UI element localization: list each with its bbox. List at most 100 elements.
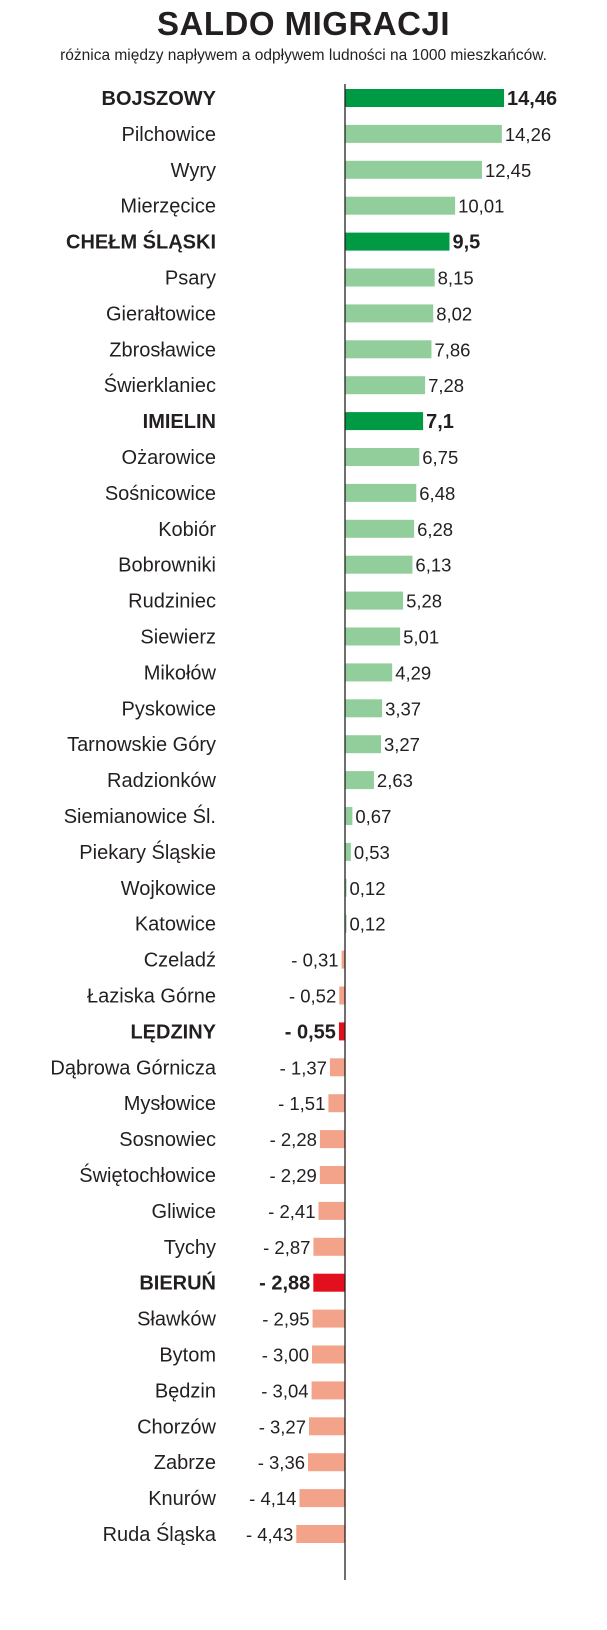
value-label: 6,28 <box>417 519 453 540</box>
category-label: Ruda Śląska <box>103 1522 217 1546</box>
bar-row-25 <box>339 986 345 1005</box>
value-label: - 3,00 <box>262 1345 309 1366</box>
value-label: 0,67 <box>355 806 391 827</box>
category-label: Bobrowniki <box>118 555 216 577</box>
value-label: 3,27 <box>384 734 420 755</box>
value-label: - 0,52 <box>289 986 336 1007</box>
category-label: Tarnowskie Góry <box>67 734 216 756</box>
category-label: Mysłowice <box>124 1093 216 1115</box>
category-label: Świerklaniec <box>104 373 216 397</box>
category-label: Pyskowice <box>122 698 216 720</box>
value-label: 8,02 <box>436 303 472 324</box>
value-label: - 3,36 <box>258 1452 305 1473</box>
category-label: Wojkowice <box>121 878 216 900</box>
category-label: Rudziniec <box>128 591 216 613</box>
bar-row-10 <box>345 448 420 466</box>
value-label: - 1,51 <box>278 1093 325 1114</box>
value-label: 0,12 <box>350 878 386 899</box>
category-label: IMIELIN <box>143 411 216 433</box>
category-label: LĘDZINY <box>130 1021 216 1043</box>
bar-row-21 <box>345 842 351 861</box>
category-label: Psary <box>165 268 216 290</box>
bar-row-28 <box>328 1094 345 1113</box>
value-label: 0,53 <box>354 842 390 863</box>
bar-row-6 <box>345 304 434 323</box>
bar-row-4 <box>345 232 450 251</box>
bar-row-12 <box>345 519 415 538</box>
bar-row-20 <box>345 807 353 825</box>
category-label: Siewierz <box>140 627 216 649</box>
value-label: - 2,29 <box>269 1165 316 1186</box>
bar-row-35 <box>312 1345 345 1364</box>
category-label: Tychy <box>164 1237 216 1259</box>
value-label: 3,37 <box>385 698 421 719</box>
chart-title: SALDO MIGRACJI <box>156 5 450 42</box>
category-label: CHEŁM ŚLĄSKI <box>66 230 216 254</box>
category-label: Zbrosławice <box>109 339 216 361</box>
bar-row-9 <box>345 412 424 431</box>
category-label: Dąbrowa Górnicza <box>50 1057 217 1079</box>
value-label: 14,26 <box>505 124 551 145</box>
category-label: Mikołów <box>144 662 217 684</box>
bar-row-1 <box>345 124 502 143</box>
bar-row-37 <box>309 1417 345 1436</box>
bar-row-24 <box>341 950 345 969</box>
value-label: 7,86 <box>434 339 470 360</box>
bar-row-14 <box>345 591 404 610</box>
bar-row-2 <box>345 160 482 179</box>
category-label: Sosnowiec <box>119 1129 216 1151</box>
bar-row-0 <box>345 89 505 107</box>
value-label: 6,75 <box>422 447 458 468</box>
value-label: 2,63 <box>377 770 413 791</box>
bar-row-17 <box>345 699 383 718</box>
bar-row-11 <box>345 483 417 502</box>
value-label: - 2,88 <box>259 1273 310 1295</box>
value-label: - 2,41 <box>268 1201 315 1222</box>
bar-row-38 <box>308 1453 345 1472</box>
value-label: - 2,87 <box>263 1237 310 1258</box>
value-label: 8,15 <box>438 268 474 289</box>
bar-row-34 <box>312 1309 345 1328</box>
value-label: 7,28 <box>428 375 464 396</box>
category-label: Będzin <box>155 1380 216 1402</box>
value-label: - 4,14 <box>249 1488 296 1509</box>
value-label: 6,48 <box>419 483 455 504</box>
category-label: Chorzów <box>137 1416 216 1438</box>
category-label: Świętochłowice <box>79 1163 216 1187</box>
value-label: - 3,04 <box>261 1380 308 1401</box>
bar-row-36 <box>311 1381 345 1400</box>
category-label: Sośnicowice <box>105 483 216 505</box>
value-label: 9,5 <box>453 232 481 254</box>
bar-row-40 <box>296 1525 345 1543</box>
category-label: Radzionków <box>107 770 217 792</box>
bar-row-7 <box>345 340 432 359</box>
category-label: Mierzęcice <box>120 196 216 218</box>
bar-row-29 <box>319 1130 345 1149</box>
bar-row-30 <box>319 1166 345 1184</box>
category-label: Gliwice <box>152 1201 216 1223</box>
value-label: - 1,37 <box>280 1057 327 1078</box>
category-label: Gierałtowice <box>106 303 216 325</box>
bar-row-27 <box>329 1058 345 1077</box>
bar-row-15 <box>345 627 401 646</box>
value-label: 7,1 <box>426 411 454 433</box>
category-label: Bytom <box>159 1345 216 1367</box>
value-label: 5,28 <box>406 591 442 612</box>
category-label: Siemianowice Śl. <box>64 804 216 828</box>
category-label: Pilchowice <box>122 124 216 146</box>
category-label: Łaziska Górne <box>87 986 216 1008</box>
bar-row-26 <box>338 1022 345 1041</box>
bar-row-39 <box>299 1489 345 1508</box>
category-label: Knurów <box>148 1488 216 1510</box>
category-label: Ożarowice <box>122 447 216 469</box>
category-label: BIERUŃ <box>139 1272 216 1295</box>
value-label: 5,01 <box>403 627 439 648</box>
value-label: - 0,31 <box>291 950 338 971</box>
bar-row-22 <box>345 878 347 897</box>
category-label: Czeladź <box>144 950 216 972</box>
bar-row-5 <box>345 268 435 287</box>
value-label: 0,12 <box>350 914 386 935</box>
bar-row-3 <box>345 196 456 215</box>
bar-row-8 <box>345 376 426 395</box>
